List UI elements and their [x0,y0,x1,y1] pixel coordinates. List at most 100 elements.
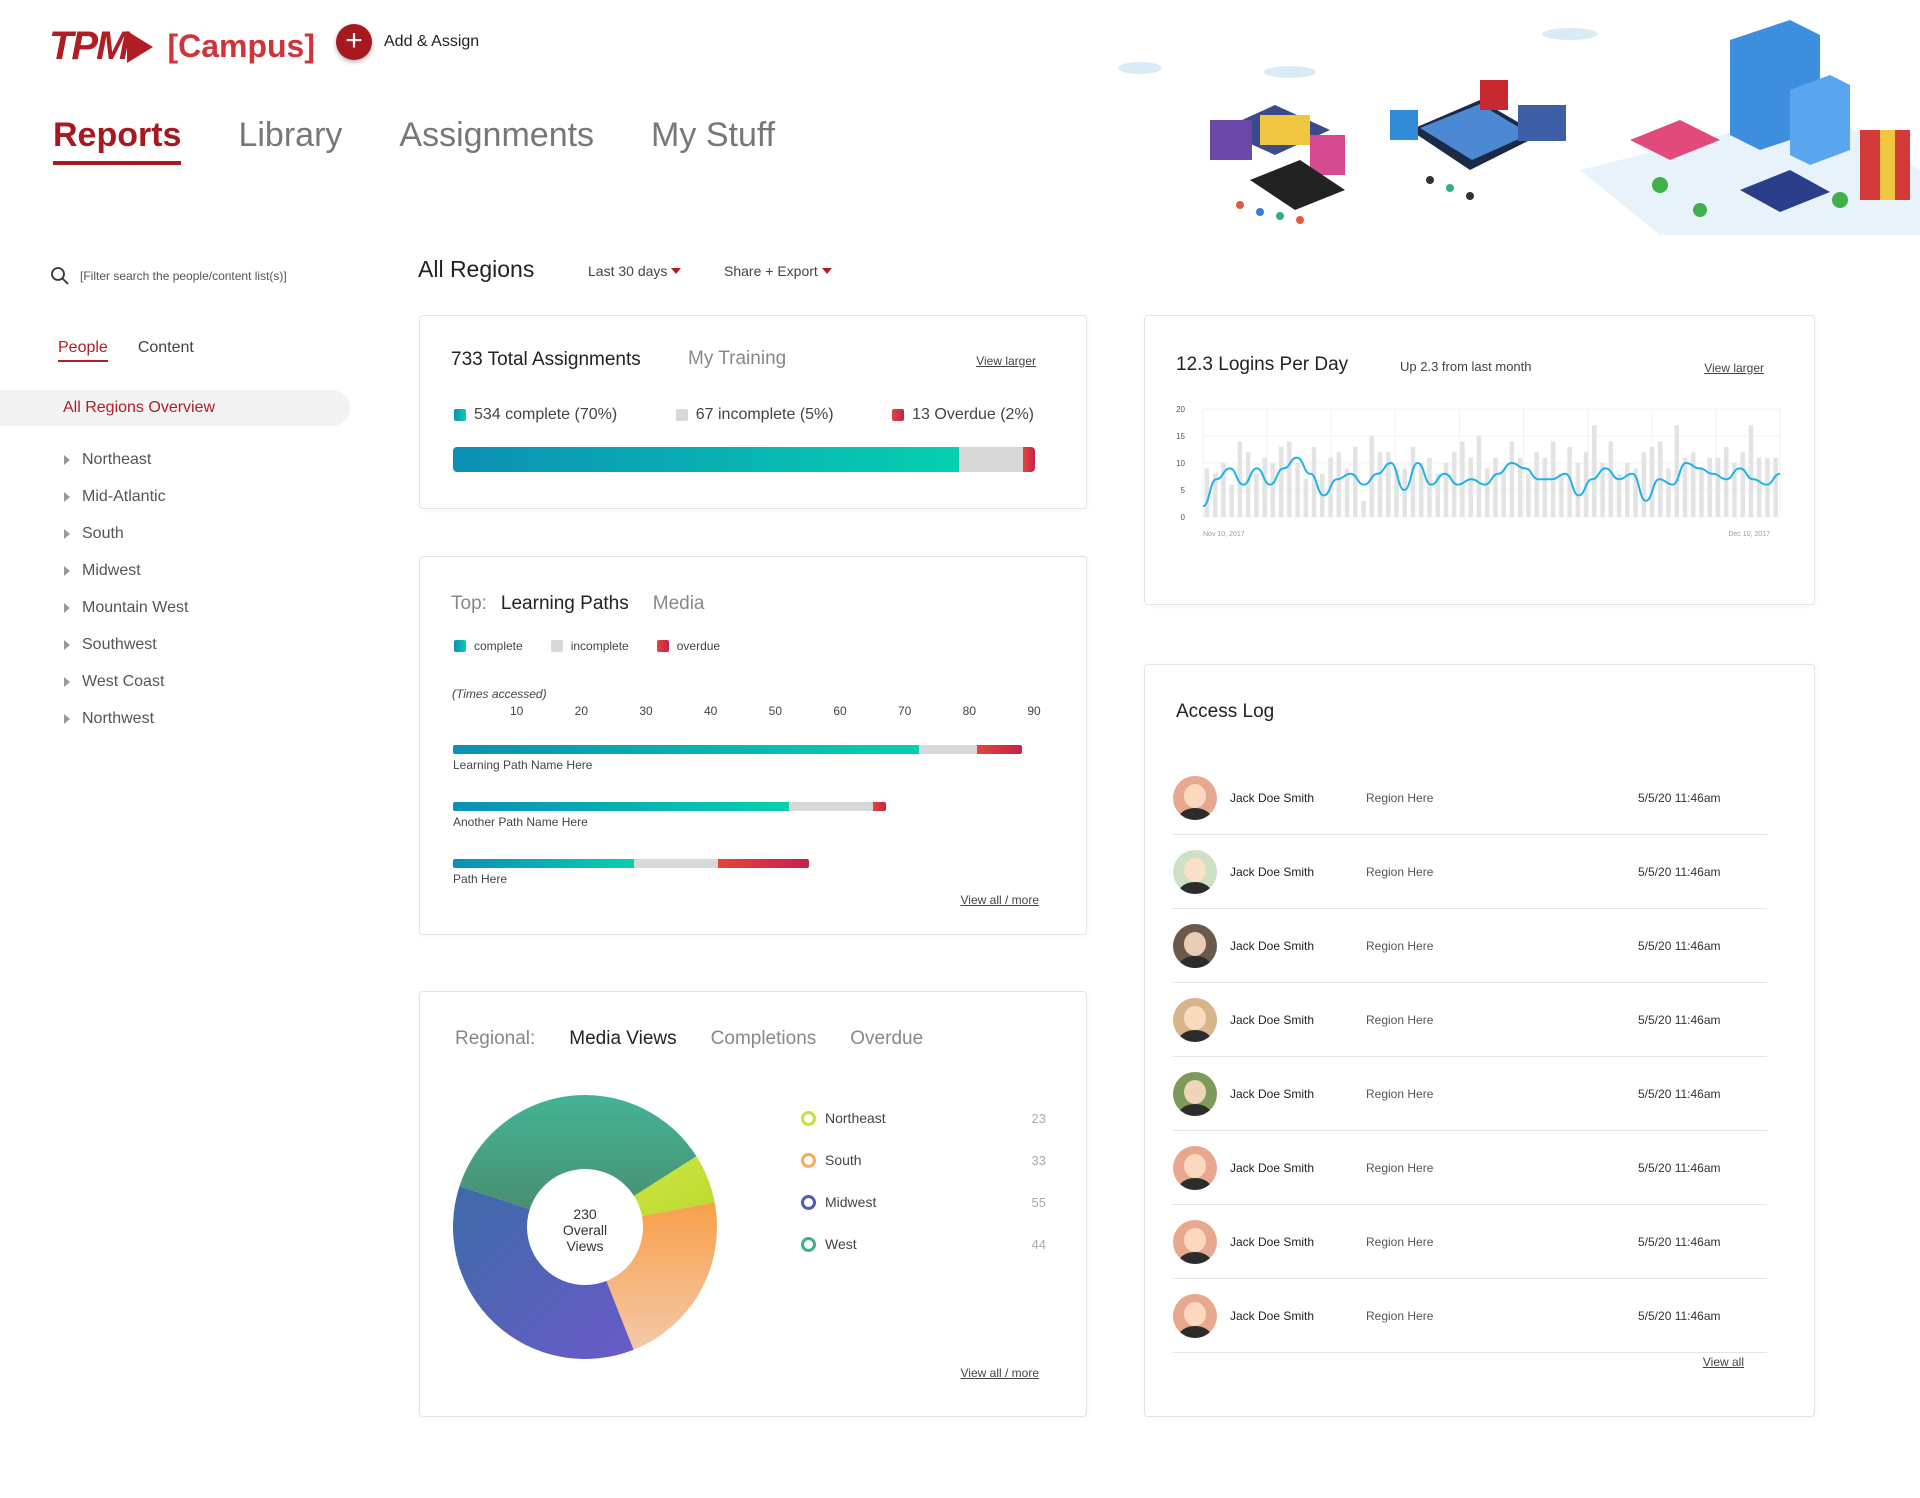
complete-label: 534 complete (70%) [474,406,618,423]
legend-item-midwest[interactable]: Midwest 55 [801,1181,1046,1223]
access-log-row[interactable]: Jack Doe Smith Region Here 5/5/20 11:46am [1173,983,1767,1057]
top-prefix: Top: [451,593,487,614]
log-timestamp: 5/5/20 11:46am [1638,1086,1721,1101]
legend-name: Midwest [825,1194,877,1210]
sidebar-item-mountain-west[interactable]: Mountain West [64,589,188,626]
login-bar [1245,452,1251,517]
media-views-donut: 230 Overall Views [453,1095,717,1359]
tab-content[interactable]: Content [137,339,194,356]
tab-media-views[interactable]: Media Views [569,1028,677,1049]
login-bar [1377,452,1383,517]
log-region: Region Here [1366,1234,1434,1249]
access-log-row[interactable]: Jack Doe Smith Region Here 5/5/20 11:46am [1173,761,1767,835]
tab-media[interactable]: Media [652,593,705,614]
access-log-row[interactable]: Jack Doe Smith Region Here 5/5/20 11:46am [1173,909,1767,983]
view-larger-link[interactable]: View larger [1704,361,1764,375]
region-label: Midwest [82,561,141,579]
avatar [1173,1145,1217,1190]
sidebar-item-all-regions[interactable]: All Regions Overview [0,390,350,426]
chevron-down-icon [821,268,832,274]
tab-overdue[interactable]: Overdue [850,1028,924,1049]
donut-center-label: Views [566,1238,603,1254]
tab-people[interactable]: People [58,339,108,362]
expand-arrow-icon [64,454,70,465]
logo-arrow-icon [127,30,154,63]
access-log-row[interactable]: Jack Doe Smith Region Here 5/5/20 11:46am [1173,1057,1767,1131]
avatar [1173,1219,1217,1264]
add-assign-button[interactable]: + Add & Assign [336,24,479,60]
avatar [1173,775,1217,820]
view-all-link[interactable]: View all / more [960,893,1039,907]
nav-library[interactable]: Library [238,116,343,154]
search-input[interactable]: [Filter search the people/content list(s… [80,269,287,283]
login-bar [1666,468,1671,517]
login-bar [1534,452,1539,517]
donut-hole [527,1169,643,1285]
nav-reports[interactable]: Reports [53,116,182,165]
tab-completions[interactable]: Completions [710,1028,817,1049]
legend-item-west[interactable]: West 44 [801,1223,1046,1265]
complete-segment [453,802,790,811]
login-bar [1385,452,1391,517]
expand-arrow-icon [64,491,70,502]
page-title: All Regions [418,256,535,282]
sidebar-item-northeast[interactable]: Northeast [64,441,188,478]
login-bar [1493,457,1498,517]
legend-item-south[interactable]: South 33 [801,1139,1046,1181]
login-bar [1278,446,1284,517]
access-log-row[interactable]: Jack Doe Smith Region Here 5/5/20 11:46am [1173,835,1767,909]
view-all-link[interactable]: View all / more [960,1366,1039,1380]
date-filter-dropdown[interactable]: Last 30 days [588,263,682,279]
y-tick-label: 5 [1181,486,1186,495]
legend-complete: complete [454,639,523,653]
incomplete-segment [634,859,719,868]
login-bar [1394,468,1399,517]
chevron-down-icon [671,268,682,274]
expand-arrow-icon [64,528,70,539]
nav-my-stuff[interactable]: My Stuff [651,116,776,154]
x-tick-label: Nov 10, 2017 [1203,531,1245,538]
avatar [1173,849,1217,894]
legend-name: Northeast [825,1110,886,1126]
slice-midwest[interactable] [453,1186,634,1359]
log-user-name: Jack Doe Smith [1230,1012,1315,1027]
login-bar [1682,457,1688,517]
login-bar [1427,457,1432,517]
logins-line [1202,456,1781,508]
sidebar-item-midwest[interactable]: Midwest [64,552,188,589]
sidebar-item-southwest[interactable]: Southwest [64,626,188,663]
log-user-name: Jack Doe Smith [1230,1086,1315,1101]
login-bar [1212,473,1218,517]
legend-label: incomplete [570,639,629,653]
tab-learning-paths[interactable]: Learning Paths [500,593,629,614]
login-bar [1460,441,1465,517]
incomplete-segment [789,802,874,811]
header-illustration [1118,20,1920,235]
x-tick-label: Dec 10, 2017 [1728,531,1770,538]
nav-assignments[interactable]: Assignments [399,116,595,154]
campus-scene [1630,20,1910,217]
assignments-progress-bar [453,447,1035,472]
sidebar-item-west-coast[interactable]: West Coast [64,663,188,700]
path-bar[interactable] [453,802,887,811]
legend-item-northeast[interactable]: Northeast 23 [801,1097,1046,1139]
path-bar[interactable] [453,859,809,868]
view-larger-link[interactable]: View larger [976,354,1036,368]
log-timestamp: 5/5/20 11:46am [1638,1308,1721,1323]
path-bar[interactable] [453,745,1023,754]
share-export-dropdown[interactable]: Share + Export [724,263,832,279]
tab-my-training[interactable]: My Training [688,348,787,369]
sidebar-item-south[interactable]: South [64,515,188,552]
access-log-row[interactable]: Jack Doe Smith Region Here 5/5/20 11:46am [1173,1205,1767,1279]
brand-logo[interactable]: TPM [Campus] [49,24,315,69]
filter-search[interactable]: [Filter search the people/content list(s… [50,266,287,286]
slice-west[interactable] [459,1095,697,1227]
log-timestamp: 5/5/20 11:46am [1638,1234,1721,1249]
access-log-row[interactable]: Jack Doe Smith Region Here 5/5/20 11:46am [1173,1279,1767,1353]
axis-tick-label: 50 [768,704,783,718]
view-all-link[interactable]: View all [1702,1355,1744,1369]
sidebar-tabs: People Content [58,339,194,362]
sidebar-item-mid-atlantic[interactable]: Mid-Atlantic [64,478,188,515]
sidebar-item-northwest[interactable]: Northwest [64,700,188,737]
access-log-row[interactable]: Jack Doe Smith Region Here 5/5/20 11:46am [1173,1131,1767,1205]
